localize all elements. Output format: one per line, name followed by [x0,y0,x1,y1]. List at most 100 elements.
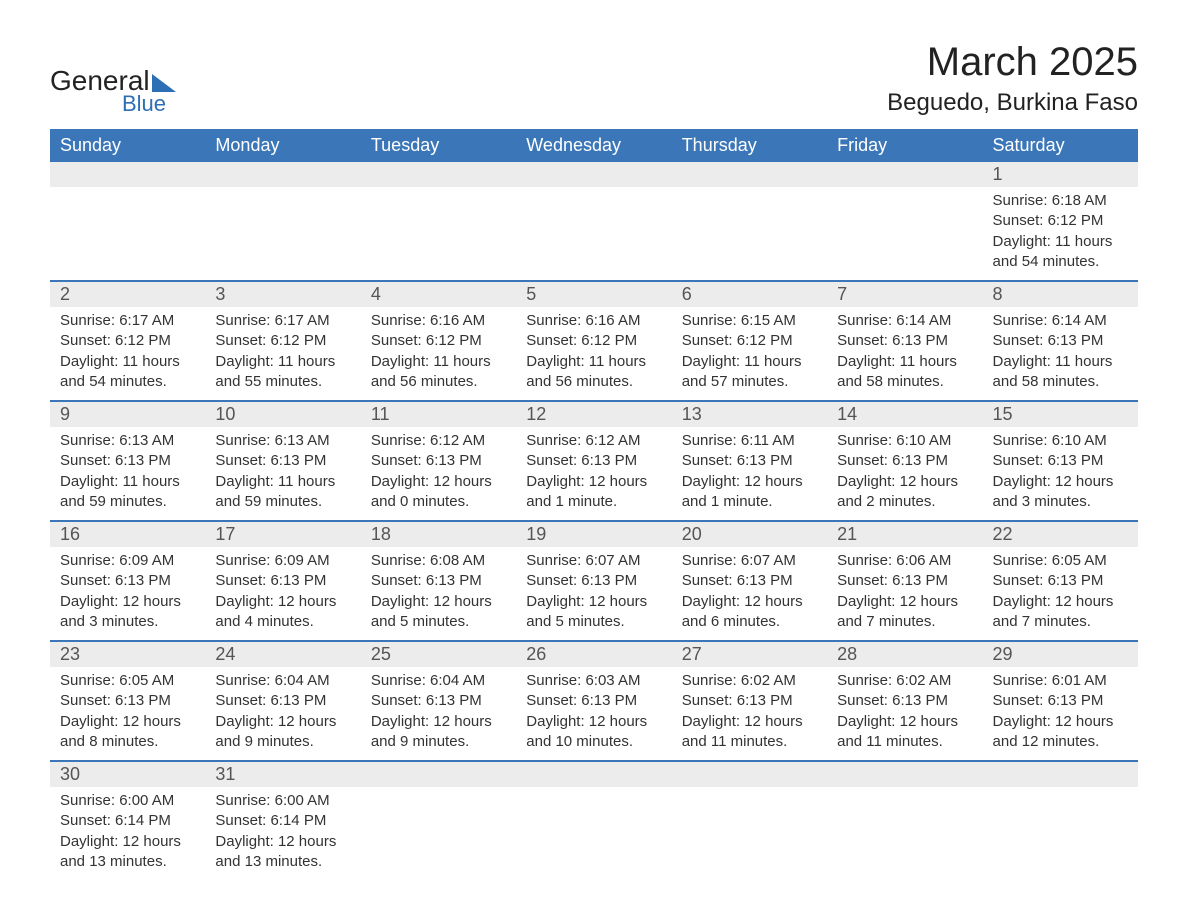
sunrise-line: Sunrise: 6:14 AM [993,311,1128,331]
daylight-line: Daylight: 12 hours and 1 minute. [682,472,817,513]
sunset-line: Sunset: 6:13 PM [371,571,506,591]
sunrise-line: Sunrise: 6:04 AM [371,671,506,691]
week-detail-row: Sunrise: 6:00 AMSunset: 6:14 PMDaylight:… [50,787,1138,880]
day-detail-cell: Sunrise: 6:06 AMSunset: 6:13 PMDaylight:… [827,547,982,641]
day-detail-cell: Sunrise: 6:16 AMSunset: 6:12 PMDaylight:… [516,307,671,401]
day-number-cell [827,162,982,187]
daylight-line: Daylight: 12 hours and 13 minutes. [60,832,195,873]
daylight-line: Daylight: 12 hours and 5 minutes. [526,592,661,633]
sunrise-line: Sunrise: 6:17 AM [60,311,195,331]
daylight-line: Daylight: 12 hours and 1 minute. [526,472,661,513]
day-number-cell: 23 [50,641,205,667]
sunrise-line: Sunrise: 6:01 AM [993,671,1128,691]
day-number-cell: 21 [827,521,982,547]
logo: General Blue [50,65,176,117]
week-daynum-row: 2345678 [50,281,1138,307]
sunset-line: Sunset: 6:14 PM [215,811,350,831]
sunrise-line: Sunrise: 6:10 AM [993,431,1128,451]
day-detail-cell: Sunrise: 6:05 AMSunset: 6:13 PMDaylight:… [50,667,205,761]
sunrise-line: Sunrise: 6:02 AM [682,671,817,691]
day-number-cell: 15 [983,401,1138,427]
weekday-header: Friday [827,129,982,162]
sunset-line: Sunset: 6:12 PM [60,331,195,351]
day-detail-cell: Sunrise: 6:08 AMSunset: 6:13 PMDaylight:… [361,547,516,641]
sunrise-line: Sunrise: 6:05 AM [993,551,1128,571]
day-detail-cell [983,787,1138,880]
day-detail-cell: Sunrise: 6:07 AMSunset: 6:13 PMDaylight:… [672,547,827,641]
day-number-cell: 1 [983,162,1138,187]
week-daynum-row: 1 [50,162,1138,187]
day-number-cell [672,162,827,187]
sunrise-line: Sunrise: 6:08 AM [371,551,506,571]
day-detail-cell [827,187,982,281]
sunrise-line: Sunrise: 6:11 AM [682,431,817,451]
daylight-line: Daylight: 12 hours and 4 minutes. [215,592,350,633]
sunset-line: Sunset: 6:13 PM [993,691,1128,711]
sunset-line: Sunset: 6:13 PM [993,571,1128,591]
sunrise-line: Sunrise: 6:13 AM [60,431,195,451]
sunset-line: Sunset: 6:13 PM [526,691,661,711]
sunset-line: Sunset: 6:13 PM [837,571,972,591]
week-detail-row: Sunrise: 6:05 AMSunset: 6:13 PMDaylight:… [50,667,1138,761]
sunset-line: Sunset: 6:13 PM [682,571,817,591]
sunset-line: Sunset: 6:13 PM [215,691,350,711]
sunset-line: Sunset: 6:13 PM [837,451,972,471]
sunrise-line: Sunrise: 6:02 AM [837,671,972,691]
day-number-cell: 20 [672,521,827,547]
day-detail-cell: Sunrise: 6:10 AMSunset: 6:13 PMDaylight:… [983,427,1138,521]
day-detail-cell: Sunrise: 6:18 AMSunset: 6:12 PMDaylight:… [983,187,1138,281]
sunset-line: Sunset: 6:14 PM [60,811,195,831]
day-number-cell: 26 [516,641,671,667]
month-title: March 2025 [887,40,1138,85]
sunrise-line: Sunrise: 6:13 AM [215,431,350,451]
daylight-line: Daylight: 11 hours and 59 minutes. [215,472,350,513]
daylight-line: Daylight: 12 hours and 2 minutes. [837,472,972,513]
weekday-header: Wednesday [516,129,671,162]
logo-triangle-icon [152,74,176,92]
daylight-line: Daylight: 11 hours and 57 minutes. [682,352,817,393]
sunset-line: Sunset: 6:12 PM [993,211,1128,231]
sunset-line: Sunset: 6:13 PM [371,691,506,711]
sunset-line: Sunset: 6:13 PM [60,451,195,471]
weekday-header: Tuesday [361,129,516,162]
day-detail-cell: Sunrise: 6:17 AMSunset: 6:12 PMDaylight:… [50,307,205,401]
week-daynum-row: 23242526272829 [50,641,1138,667]
daylight-line: Daylight: 11 hours and 59 minutes. [60,472,195,513]
day-detail-cell: Sunrise: 6:15 AMSunset: 6:12 PMDaylight:… [672,307,827,401]
day-detail-cell: Sunrise: 6:03 AMSunset: 6:13 PMDaylight:… [516,667,671,761]
sunrise-line: Sunrise: 6:16 AM [371,311,506,331]
sunrise-line: Sunrise: 6:16 AM [526,311,661,331]
sunrise-line: Sunrise: 6:10 AM [837,431,972,451]
daylight-line: Daylight: 12 hours and 0 minutes. [371,472,506,513]
sunset-line: Sunset: 6:13 PM [682,451,817,471]
daylight-line: Daylight: 11 hours and 58 minutes. [993,352,1128,393]
daylight-line: Daylight: 11 hours and 54 minutes. [60,352,195,393]
day-number-cell [827,761,982,787]
daylight-line: Daylight: 12 hours and 12 minutes. [993,712,1128,753]
sunrise-line: Sunrise: 6:07 AM [526,551,661,571]
day-number-cell [672,761,827,787]
sunrise-line: Sunrise: 6:09 AM [60,551,195,571]
day-number-cell: 17 [205,521,360,547]
sunset-line: Sunset: 6:13 PM [682,691,817,711]
daylight-line: Daylight: 11 hours and 58 minutes. [837,352,972,393]
day-number-cell: 25 [361,641,516,667]
daylight-line: Daylight: 12 hours and 10 minutes. [526,712,661,753]
week-detail-row: Sunrise: 6:18 AMSunset: 6:12 PMDaylight:… [50,187,1138,281]
sunrise-line: Sunrise: 6:17 AM [215,311,350,331]
day-detail-cell: Sunrise: 6:10 AMSunset: 6:13 PMDaylight:… [827,427,982,521]
weekday-header: Saturday [983,129,1138,162]
daylight-line: Daylight: 12 hours and 6 minutes. [682,592,817,633]
daylight-line: Daylight: 12 hours and 7 minutes. [837,592,972,633]
weekday-header: Thursday [672,129,827,162]
day-number-cell: 2 [50,281,205,307]
sunrise-line: Sunrise: 6:07 AM [682,551,817,571]
daylight-line: Daylight: 12 hours and 3 minutes. [993,472,1128,513]
day-detail-cell: Sunrise: 6:04 AMSunset: 6:13 PMDaylight:… [361,667,516,761]
day-number-cell [361,761,516,787]
day-detail-cell [205,187,360,281]
day-number-cell: 6 [672,281,827,307]
sunrise-line: Sunrise: 6:12 AM [526,431,661,451]
day-detail-cell [672,787,827,880]
daylight-line: Daylight: 12 hours and 5 minutes. [371,592,506,633]
